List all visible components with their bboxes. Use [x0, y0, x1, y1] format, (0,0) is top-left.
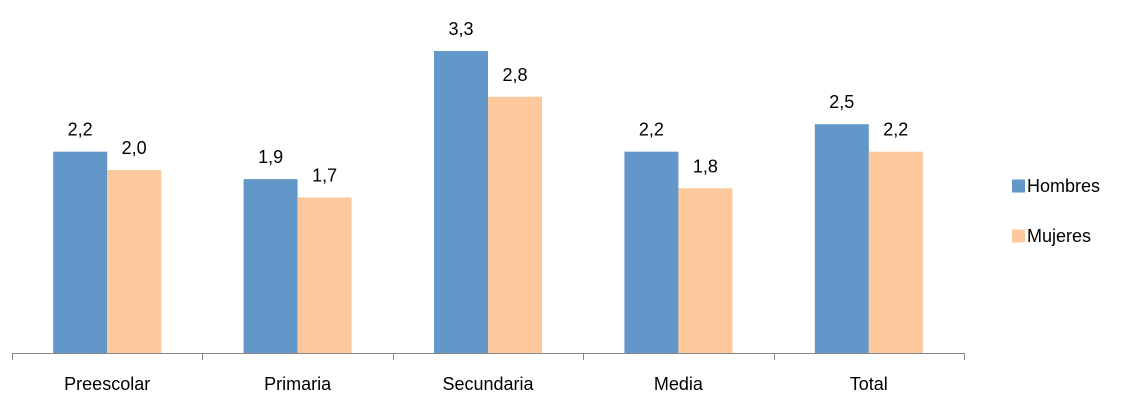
- legend-label-mujeres: Mujeres: [1027, 226, 1091, 246]
- x-tick-label-secundaria: Secundaria: [442, 374, 534, 394]
- bar-hombres-total: [814, 124, 869, 353]
- legend-label-hombres: Hombres: [1027, 176, 1100, 196]
- bar-hombres-preescolar: [53, 151, 108, 353]
- data-label-hombres-media: 2,2: [639, 120, 664, 140]
- x-tick-label-total: Total: [850, 374, 888, 394]
- legend-swatch-mujeres: [1012, 229, 1025, 243]
- data-label-mujeres-secundaria: 2,8: [502, 65, 527, 85]
- bar-mujeres-preescolar: [107, 169, 162, 353]
- data-label-hombres-total: 2,5: [829, 92, 854, 112]
- bar-hombres-secundaria: [434, 51, 488, 353]
- legend-swatch-hombres: [1012, 179, 1025, 193]
- bar-mujeres-secundaria: [488, 96, 542, 354]
- x-axis-tick-labels: Preescolar Primaria Secundaria Media Total: [64, 374, 888, 394]
- data-label-hombres-primaria: 1,9: [258, 147, 283, 167]
- legend: Hombres Mujeres: [1012, 176, 1100, 246]
- bars-layer: [53, 51, 923, 354]
- bar-mujeres-primaria: [297, 197, 352, 353]
- x-tick-label-primaria: Primaria: [264, 374, 332, 394]
- x-tick-label-media: Media: [654, 374, 704, 394]
- x-axis-ticks: [12, 353, 965, 360]
- bar-hombres-media: [624, 151, 679, 353]
- bar-mujeres-total: [868, 151, 923, 353]
- data-label-mujeres-primaria: 1,7: [312, 165, 337, 185]
- data-label-hombres-preescolar: 2,2: [68, 120, 93, 140]
- data-label-mujeres-preescolar: 2,0: [122, 138, 147, 158]
- data-labels-layer: 2,2 2,0 1,9 1,7 3,3 2,8 2,2 1,8 2,5 2,2: [68, 19, 909, 185]
- data-label-mujeres-media: 1,8: [693, 156, 718, 176]
- data-label-mujeres-total: 2,2: [883, 120, 908, 140]
- bar-hombres-primaria: [243, 179, 298, 353]
- data-label-hombres-secundaria: 3,3: [448, 19, 473, 39]
- bar-mujeres-media: [678, 188, 733, 353]
- x-tick-label-preescolar: Preescolar: [64, 374, 150, 394]
